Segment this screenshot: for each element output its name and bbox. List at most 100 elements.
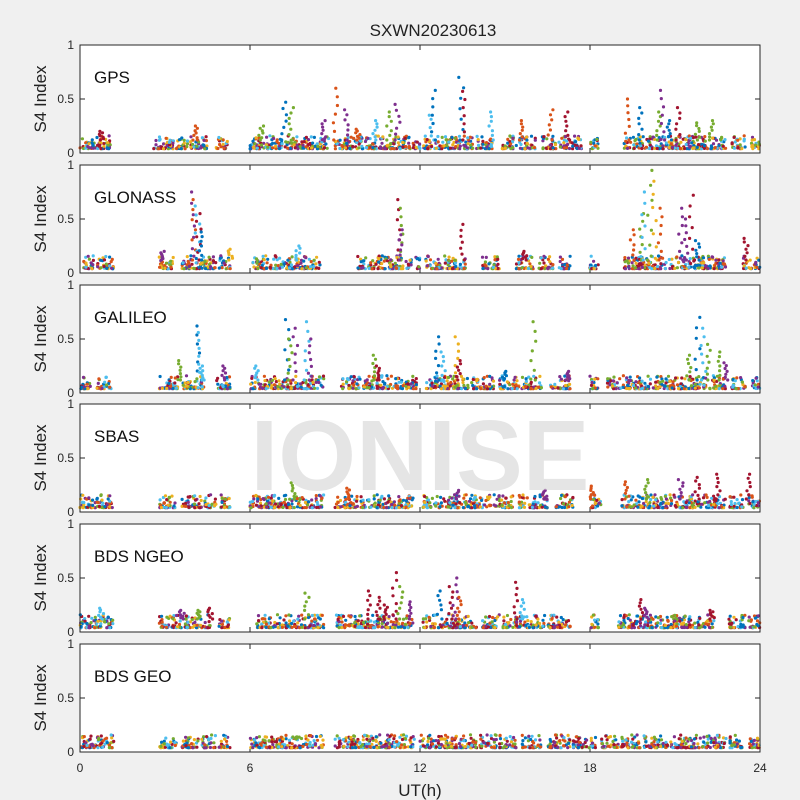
data-point [372,378,376,382]
data-point [399,233,403,237]
data-point [312,386,317,390]
data-point [293,352,297,356]
data-point [264,143,268,147]
data-point [680,254,684,258]
data-point [529,377,533,381]
data-point [668,119,672,123]
data-point [223,384,228,388]
data-point [227,375,232,379]
data-point [199,239,203,243]
data-point [454,145,458,149]
data-point [739,493,743,497]
data-point [203,259,207,264]
data-point [211,259,215,263]
data-point [698,315,702,319]
data-point [658,206,662,210]
data-point [304,256,308,260]
data-point [396,135,400,139]
data-point [512,378,516,382]
data-point [563,134,567,139]
data-point [468,135,472,139]
data-point [304,266,309,270]
data-point [289,263,293,267]
data-point [207,504,211,508]
chart-title: SXWN20230613 [370,21,497,40]
data-point [612,375,616,379]
data-point [254,136,258,140]
data-point [85,621,89,626]
data-point [195,138,199,142]
data-point [310,146,314,150]
data-point [302,259,306,263]
data-point [374,119,378,123]
data-point [480,255,485,259]
data-point [248,144,252,148]
data-point [162,142,166,146]
data-point [193,231,197,235]
data-point [291,378,295,382]
data-point [436,257,440,261]
data-point [550,118,554,122]
data-point [86,387,90,391]
data-point [256,378,260,382]
data-point [530,143,534,147]
data-point [650,168,654,172]
data-point [697,375,701,379]
data-point [354,127,358,131]
data-point [173,381,177,385]
data-point [742,240,746,244]
data-point [406,262,410,266]
data-point [409,382,413,386]
data-point [335,103,339,108]
data-point [411,374,415,378]
data-point [459,96,463,100]
data-point [678,249,682,253]
data-point [110,506,114,510]
data-point [341,382,345,386]
data-point [388,133,392,137]
data-point [375,386,379,390]
data-point [655,375,659,379]
data-point [646,213,650,217]
data-point [307,351,311,355]
data-point [701,256,706,260]
data-point [217,135,221,140]
y-tick-label: 0.5 [57,571,74,585]
data-point [296,147,300,151]
data-point [380,254,384,258]
data-point [185,263,189,267]
data-point [549,385,553,389]
data-point [171,139,175,143]
data-point [681,258,685,262]
data-point [717,506,721,510]
data-point [171,141,175,145]
data-point [564,119,568,123]
data-point [658,124,662,128]
data-point [426,147,430,151]
data-point [443,254,447,258]
data-point [356,266,360,270]
data-point [488,382,492,386]
data-point [434,261,438,265]
data-point [195,377,199,381]
data-point [627,117,631,122]
data-point [656,505,660,510]
data-point [193,124,197,128]
data-point [379,383,383,387]
data-point [695,121,699,125]
data-point [152,147,156,151]
data-point [266,145,270,149]
data-point [646,478,650,482]
data-point [651,205,655,210]
data-point [168,500,172,504]
data-point [638,141,642,145]
data-point [621,374,626,378]
data-point [624,139,628,143]
data-point [626,261,631,265]
data-point [702,383,706,387]
data-point [105,503,109,507]
data-point [551,108,555,112]
data-point [574,140,578,144]
data-point [359,260,363,264]
data-point [289,127,293,131]
